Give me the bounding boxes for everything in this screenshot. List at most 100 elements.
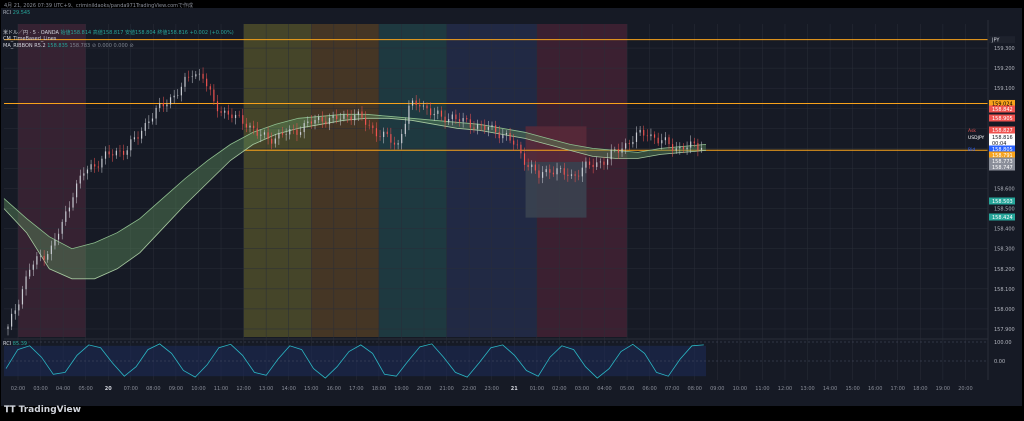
legend-timebased-row[interactable]: CM_TimeBased_Lines [3, 36, 56, 42]
candle-body [122, 150, 125, 155]
candle [29, 263, 31, 280]
candle-body [191, 76, 193, 78]
price-tag-value: 158.905 [992, 116, 1013, 122]
legend-symbol[interactable]: 米ドル／円 · 5 · OANDA [3, 30, 59, 36]
price-tick-label: 159.300 [994, 46, 1015, 52]
candle-body [682, 146, 685, 150]
candle [390, 127, 392, 149]
candle-body [401, 133, 403, 144]
time-tick-label: 18:00 [372, 386, 386, 392]
candle-body [505, 133, 508, 135]
session-band-1 [243, 24, 312, 337]
candle-body [426, 105, 428, 109]
candle [115, 147, 117, 159]
candle-body [386, 131, 388, 135]
candle [480, 120, 482, 132]
candle-body [328, 117, 331, 125]
candle-body [101, 158, 103, 168]
candle [321, 111, 323, 128]
candle [162, 96, 164, 112]
candle [466, 115, 468, 123]
candle-body [209, 86, 211, 90]
candle [303, 120, 305, 139]
legend-ma-value-2: 158.783 [69, 43, 91, 49]
price-tick-label: 158.300 [994, 247, 1015, 253]
candle [14, 303, 16, 320]
candle [581, 161, 583, 182]
candle-body [202, 73, 204, 79]
time-tick-label: 23:00 [485, 386, 499, 392]
candle-body [32, 264, 34, 270]
legend-symbol-row[interactable]: 米ドル／円 · 5 · OANDA 始値158.814 高値158.817 安値… [3, 29, 234, 36]
candle-body [408, 105, 410, 124]
candle-body [527, 164, 529, 168]
candle [216, 94, 219, 118]
price-tag-side-label: USDJPY [968, 135, 985, 141]
candle-body [86, 169, 89, 174]
candle [188, 70, 190, 82]
candle-body [697, 143, 699, 150]
candle [260, 129, 262, 143]
candle-body [646, 135, 648, 137]
candle-body [289, 129, 291, 135]
candle-body [314, 119, 316, 124]
candle [310, 115, 313, 129]
legend-ma-row[interactable]: MA_RIBBON R5.2 158.835 158.783 ⊘ 0.000 0… [3, 43, 134, 49]
legend-ma-name[interactable]: MA_RIBBON R5.2 [3, 43, 46, 49]
candle-body [635, 132, 638, 142]
rci-pane-label[interactable]: RCI 85.39 [3, 341, 27, 347]
time-tick-label: 02:00 [552, 386, 566, 392]
candle [354, 109, 356, 126]
candle-body [76, 183, 78, 198]
candle-body [632, 141, 634, 145]
candle [397, 139, 399, 150]
top-rci-value: 29.545 [12, 10, 31, 16]
candle [130, 135, 132, 157]
time-tick-label: 16:00 [327, 386, 341, 392]
price-tick-label: 157.900 [994, 327, 1015, 333]
candle-body [141, 130, 143, 139]
price-tag-box [989, 133, 1015, 141]
candle [224, 107, 226, 119]
legend-timebased[interactable]: CM_TimeBased_Lines [3, 36, 57, 42]
candle-body [39, 255, 42, 257]
candle-body [552, 172, 555, 175]
candle [690, 135, 692, 154]
candle-body [650, 134, 652, 137]
candle-body [249, 125, 251, 128]
time-tick-label: 14:00 [281, 386, 295, 392]
candle-body [354, 114, 356, 121]
candle-body [144, 123, 146, 131]
candle [318, 114, 320, 124]
legend-ma-value-1: 158.835 [47, 43, 68, 49]
candle [339, 112, 341, 126]
candle-body [104, 151, 107, 159]
candle-body [151, 118, 154, 122]
candle-body [375, 128, 378, 137]
candle-body [343, 114, 345, 119]
candle [679, 142, 681, 155]
candle-body [119, 150, 121, 152]
candle-body [357, 111, 359, 115]
candle [635, 126, 638, 149]
candle-body [263, 132, 266, 135]
candle [444, 110, 446, 129]
candle [292, 124, 294, 135]
candle [61, 219, 63, 240]
candle [144, 118, 146, 136]
candle-body [47, 254, 49, 260]
price-tag-box [989, 163, 1015, 171]
candle [448, 113, 450, 126]
candle [578, 169, 580, 181]
candle-body [162, 103, 164, 107]
candle [47, 250, 49, 263]
candle-body [94, 164, 96, 167]
time-tick-label: 15:00 [845, 386, 859, 392]
candle [527, 158, 529, 171]
candle-body [700, 147, 703, 150]
candle [484, 119, 486, 134]
candle-body [227, 110, 229, 115]
tradingview-brand[interactable]: 𝐓𝐓 TradingView [4, 405, 81, 415]
candle-body [430, 108, 432, 116]
